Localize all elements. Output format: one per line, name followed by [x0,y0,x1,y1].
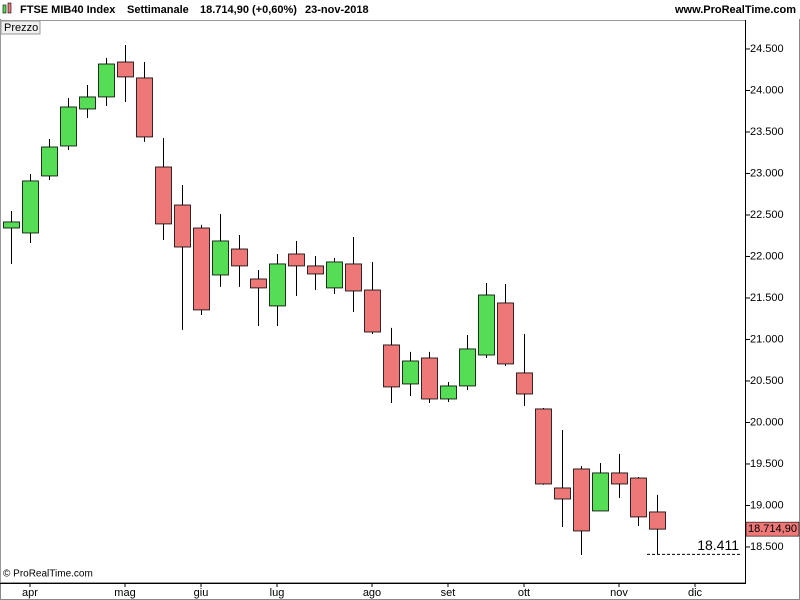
copyright: © ProRealTime.com [3,569,93,580]
candle-body [535,408,552,485]
candle-body [288,253,305,267]
logo [2,4,7,14]
candle-body [478,294,495,356]
y-tick-label: 23.000 [750,167,784,179]
date: 23-nov-2018 [305,4,369,16]
x-tick-label: lug [270,587,285,599]
y-tick-label: 20.500 [750,375,784,387]
candle-body [193,227,210,311]
candle-body [611,472,628,485]
candle-body [383,344,400,388]
candle-body [459,348,476,387]
x-tick-label: nov [610,587,628,599]
candle-body [98,63,115,98]
candle-body [649,511,666,530]
y-tick-label: 18.500 [750,541,784,553]
candle-body [117,61,134,78]
candle-body [231,248,248,267]
candle-body [79,96,96,110]
logo [7,2,12,14]
subtitle: Settimanale [127,4,189,16]
title: FTSE MIB40 Index [20,4,116,16]
candle-body [41,146,58,177]
candle-body [402,360,419,385]
site: www.ProRealTime.com [674,4,796,16]
last-price-label: 18.714,90 [748,523,797,535]
candle-body [326,261,343,289]
y-tick-label: 24.500 [750,43,784,55]
candle-body [554,487,571,500]
y-tick-label: 24.000 [750,84,784,96]
candle-body [516,372,533,395]
candle-body [364,289,381,333]
candle-body [421,357,438,400]
candle-body [440,385,457,400]
candle-body [136,77,153,138]
y-tick-label: 22.000 [750,250,784,262]
candle-body [60,106,77,147]
x-tick-label: set [441,587,456,599]
low-marker-label: 18.411 [697,537,739,553]
candle-body [250,278,267,289]
candle-body [212,240,229,276]
x-tick-label: ago [363,587,381,599]
y-tick-label: 21.000 [750,333,784,345]
x-tick-label: giu [194,587,209,599]
panel-label-box [0,20,41,35]
candle-body [22,180,39,234]
y-tick-label: 22.500 [750,209,784,221]
candle-body [3,221,20,229]
candle-body [174,204,191,248]
candle-body [307,265,324,275]
x-tick-label: ott [518,587,530,599]
y-tick-label: 23.500 [750,126,784,138]
candle-body [269,263,286,307]
x-tick-label: mag [114,587,135,599]
y-tick-label: 21.500 [750,292,784,304]
candle-body [573,468,590,532]
x-tick-label: dic [688,587,703,599]
y-tick-label: 19.000 [750,499,784,511]
candle-body [592,472,609,512]
x-tick-label: apr [22,587,38,599]
panel-label: Prezzo [4,22,38,34]
candle-body [345,263,362,292]
candle-body [630,477,647,518]
y-tick-label: 20.000 [750,416,784,428]
last-price-tag [745,521,800,537]
y-tick-label: 19.500 [750,458,784,470]
header [0,0,800,19]
candle-body [497,302,514,365]
last-quote: 18.714,90 (+0,60%) [200,4,297,16]
candle-body [155,166,172,225]
